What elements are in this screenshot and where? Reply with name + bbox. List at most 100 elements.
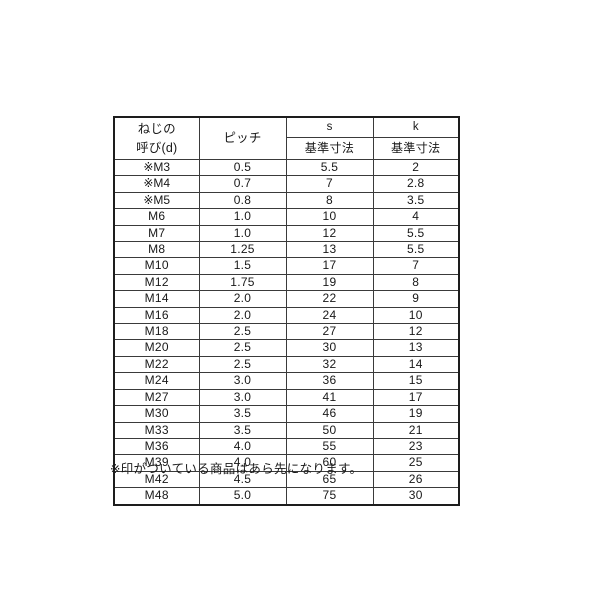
cell-s-nominal: 7 (285, 175, 374, 193)
table-row: M36 4.0 55 23 (113, 437, 460, 456)
cell-pitch: 2.0 (198, 306, 287, 325)
cell-pitch: 0.7 (198, 175, 287, 193)
cell-s-nominal: 75 (285, 487, 374, 506)
cell-thread-designation: M18 (113, 323, 200, 341)
column-header-k-nominal: 基準寸法 (372, 137, 460, 160)
cell-k-nominal: 9 (372, 290, 460, 308)
cell-k-nominal: 30 (372, 487, 460, 506)
footnote: ※印がついている商品はあら先になります。 (110, 462, 363, 476)
thread-designation-line2: 呼び(d) (136, 140, 178, 155)
cell-k-nominal: 10 (372, 306, 460, 325)
cell-thread-designation: M36 (113, 437, 200, 456)
table-row: M39 4.0 60 25 (113, 454, 460, 472)
cell-k-nominal: 14 (372, 355, 460, 374)
table-row: M16 2.0 24 10 (113, 306, 460, 325)
cell-pitch: 0.5 (198, 158, 287, 177)
cell-k-nominal: 12 (372, 323, 460, 341)
cell-pitch: 1.75 (198, 273, 287, 292)
table-row: M24 3.0 36 15 (113, 372, 460, 390)
cell-k-nominal: 5.5 (372, 224, 460, 243)
cell-s-nominal: 27 (285, 323, 374, 341)
cell-k-nominal: 17 (372, 388, 460, 407)
cell-thread-designation: ※M5 (113, 191, 200, 210)
cell-pitch: 3.5 (198, 405, 287, 423)
cell-s-nominal: 65 (285, 470, 374, 489)
cell-pitch: 3.0 (198, 372, 287, 390)
table-row: ※M4 0.7 7 2.8 (113, 175, 460, 193)
table-header-row-bottom: 基準寸法 基準寸法 (114, 137, 460, 160)
cell-thread-designation: M24 (113, 372, 200, 390)
cell-pitch: 1.0 (198, 224, 287, 243)
cell-k-nominal: 13 (372, 339, 460, 357)
cell-pitch: 1.0 (198, 208, 287, 226)
cell-k-nominal: 23 (372, 437, 460, 456)
cell-s-nominal: 30 (285, 339, 374, 357)
cell-s-nominal: 10 (285, 208, 374, 226)
table-row: M30 3.5 46 19 (113, 405, 460, 423)
cell-k-nominal: 8 (372, 273, 460, 292)
cell-thread-designation: M39 (113, 454, 200, 472)
cell-k-nominal: 2.8 (372, 175, 460, 193)
cell-thread-designation: M48 (113, 487, 200, 506)
cell-k-nominal: 5.5 (372, 241, 460, 259)
cell-pitch: 3.5 (198, 421, 287, 439)
cell-s-nominal: 32 (285, 355, 374, 374)
column-header-k-symbol: k (372, 116, 460, 138)
cell-thread-designation: M14 (113, 290, 200, 308)
cell-thread-designation: ※M3 (113, 158, 200, 177)
cell-pitch: 2.5 (198, 355, 287, 374)
table-row: M18 2.5 27 12 (113, 323, 460, 341)
cell-thread-designation: M12 (113, 273, 200, 292)
table-row: M42 4.5 65 26 (113, 470, 460, 489)
thread-designation-line1: ねじの (137, 122, 176, 137)
cell-k-nominal: 15 (372, 372, 460, 390)
cell-pitch: 1.25 (198, 241, 287, 259)
cell-s-nominal: 12 (285, 224, 374, 243)
cell-thread-designation: M22 (113, 355, 200, 374)
cell-s-nominal: 24 (285, 306, 374, 325)
column-header-thread-designation: ねじの 呼び(d) (113, 116, 200, 160)
cell-s-nominal: 17 (285, 257, 374, 275)
cell-s-nominal: 41 (285, 388, 374, 407)
table-body: ※M3 0.5 5.5 2 ※M4 0.7 7 2.8 ※M5 0.8 8 3.5 M6 1.0 10 4 M7… (113, 158, 460, 506)
cell-pitch: 2.5 (198, 323, 287, 341)
cell-pitch: 1.5 (198, 257, 287, 275)
table-header-row-top: ねじの 呼び(d) ピッチ s k (113, 116, 460, 160)
cell-thread-designation: M16 (113, 306, 200, 325)
cell-s-nominal: 50 (285, 421, 374, 439)
cell-k-nominal: 4 (372, 208, 460, 226)
cell-pitch: 4.5 (198, 470, 287, 489)
table-row: M12 1.75 19 8 (113, 273, 460, 292)
cell-pitch: 0.8 (198, 191, 287, 210)
cell-s-nominal: 19 (285, 273, 374, 292)
cell-s-nominal: 13 (285, 241, 374, 259)
cell-thread-designation: M27 (113, 388, 200, 407)
table-row: M7 1.0 12 5.5 (113, 224, 460, 243)
table-row: M48 5.0 75 30 (113, 487, 460, 506)
table-row: M10 1.5 17 7 (113, 257, 460, 275)
cell-s-nominal: 5.5 (285, 158, 374, 177)
cell-thread-designation: M42 (113, 470, 200, 489)
table-header: ねじの 呼び(d) ピッチ s k 基準寸法 基準寸法 (113, 116, 460, 160)
cell-thread-designation: M20 (113, 339, 200, 357)
table-row: M33 3.5 50 21 (113, 421, 460, 439)
cell-s-nominal: 60 (285, 454, 374, 472)
cell-pitch: 4.0 (198, 454, 287, 472)
cell-s-nominal: 22 (285, 290, 374, 308)
cell-thread-designation: M6 (113, 208, 200, 226)
cell-thread-designation: M30 (113, 405, 200, 423)
cell-thread-designation: M7 (113, 224, 200, 243)
cell-k-nominal: 7 (372, 257, 460, 275)
cell-k-nominal: 3.5 (372, 191, 460, 210)
cell-thread-designation: M33 (113, 421, 200, 439)
table-row: M8 1.25 13 5.5 (113, 241, 460, 259)
column-header-pitch: ピッチ (198, 116, 287, 160)
cell-s-nominal: 36 (285, 372, 374, 390)
spec-sheet: ねじの 呼び(d) ピッチ s k 基準寸法 基準寸法 ※M3 0.5 5.5 2 ※M… (113, 116, 460, 506)
column-header-s-symbol: s (285, 116, 374, 138)
table-row: ※M3 0.5 5.5 2 (113, 158, 460, 177)
table-row: ※M5 0.8 8 3.5 (113, 191, 460, 210)
cell-s-nominal: 46 (285, 405, 374, 423)
cell-thread-designation: ※M4 (113, 175, 200, 193)
bolt-dimension-table: ねじの 呼び(d) ピッチ s k 基準寸法 基準寸法 ※M3 0.5 5.5 2 ※M… (113, 116, 460, 506)
